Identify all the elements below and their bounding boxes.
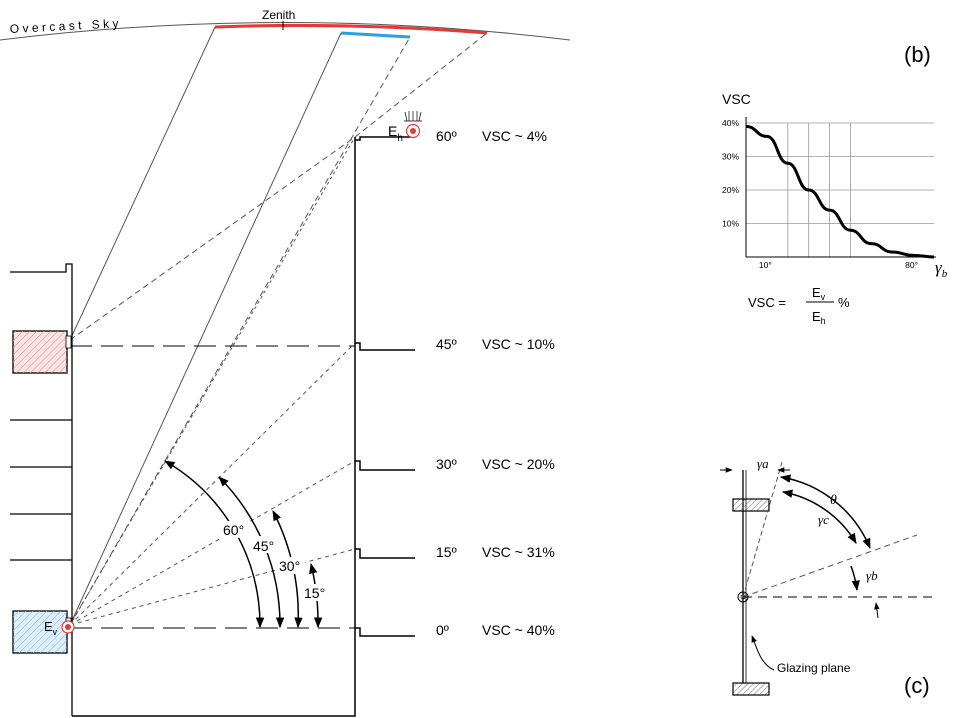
svg-text:γc: γc: [818, 512, 829, 527]
level-0-angle: 0º: [436, 622, 449, 638]
svg-text:30°: 30°: [279, 558, 300, 574]
svg-text:Eh: Eh: [812, 309, 826, 326]
x-tick-label: 10°: [759, 260, 772, 270]
svg-text:60°: 60°: [223, 522, 244, 538]
sky-visible-segment: [215, 25, 487, 33]
svg-text:γb: γb: [866, 568, 878, 583]
level-15-angle: 15º: [436, 544, 457, 560]
svg-text:VSC =: VSC =: [748, 295, 786, 310]
level-30-vsc: VSC ~ 20%: [482, 456, 555, 472]
level-30-angle: 30º: [436, 456, 457, 472]
chart-xlabel: γb: [935, 258, 948, 280]
svg-text:Ev: Ev: [812, 285, 826, 302]
angle-diagram-c: γa θ γc γb Glazing plane: [720, 456, 932, 695]
svg-text:15°: 15°: [304, 585, 325, 601]
level-45-angle: 45º: [436, 336, 457, 352]
level-45-vsc: VSC ~ 10%: [482, 336, 555, 352]
sky-blocked-segment: [341, 33, 410, 37]
glazing-plane-label: Glazing plane: [777, 661, 851, 675]
level-60-angle: 60º: [436, 128, 457, 144]
eh-sensor: Eh: [388, 111, 422, 144]
zenith-label: Zenith: [262, 8, 295, 22]
y-tick-label: 30%: [722, 152, 739, 162]
x-tick-label: 80°: [905, 260, 918, 270]
svg-text:γa: γa: [757, 456, 769, 471]
lower-obstruction: [733, 683, 769, 695]
level-labels: 60º VSC ~ 4% 45º VSC ~ 10% 30º VSC ~ 20%…: [436, 128, 555, 638]
level-15-vsc: VSC ~ 31%: [482, 544, 555, 560]
vsc-curve: [746, 126, 934, 257]
upper-obstruction: [733, 499, 769, 511]
panel-b-label: (b): [904, 42, 931, 67]
level-0-vsc: VSC ~ 40%: [482, 622, 555, 638]
angle-arcs: [165, 461, 318, 627]
level-60-vsc: VSC ~ 4%: [482, 128, 547, 144]
svg-text:45°: 45°: [253, 538, 274, 554]
y-tick-label: 40%: [722, 118, 739, 128]
y-tick-label: 20%: [722, 185, 739, 195]
svg-text:θ: θ: [830, 493, 837, 508]
panel-c-label: (c): [904, 673, 930, 698]
y-tick-label: 10%: [722, 219, 739, 229]
svg-text:Eh: Eh: [388, 123, 403, 144]
sky-label: Overcast Sky: [9, 16, 122, 36]
svg-text:%: %: [838, 295, 850, 310]
vsc-chart: 10% 20% 30% 40% 10° 80° VSC γb VSC = Ev Eh %: [722, 91, 948, 326]
chart-ylabel: VSC: [722, 91, 751, 107]
angle-arc-labels: 60° 45° 30° 15°: [221, 521, 330, 601]
vsc-formula: VSC = Ev Eh %: [748, 285, 850, 326]
